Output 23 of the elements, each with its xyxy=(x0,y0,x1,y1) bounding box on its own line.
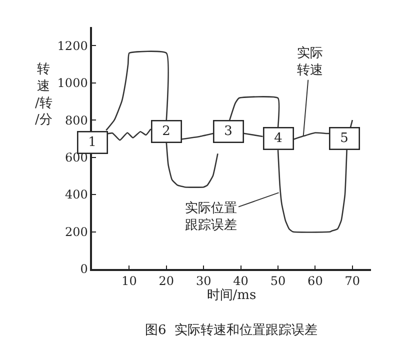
text: 图6 实际转速和位置跟踪误差 xyxy=(145,323,318,338)
annotation: 1 xyxy=(88,134,96,150)
annotation: 2 xyxy=(162,124,170,139)
x-tick-label: 60 xyxy=(308,274,323,288)
x-tick-label: 40 xyxy=(233,274,248,288)
y-tick-label: 400 xyxy=(64,188,88,202)
x-tick-label: 70 xyxy=(344,274,360,288)
y-tick-label: 1200 xyxy=(57,38,88,53)
y-tick-label: 200 xyxy=(64,224,88,239)
x-tick-label: 10 xyxy=(122,274,137,288)
y-tick-label: 0 xyxy=(80,262,88,276)
text: 实际转速 xyxy=(297,46,323,78)
y-tick-label: 1000 xyxy=(57,76,88,90)
y-tick-label: 800 xyxy=(64,113,88,128)
x-tick-label: 30 xyxy=(196,274,212,288)
series-label: 实际位置跟踪误差 xyxy=(185,201,237,233)
annotation: 5 xyxy=(340,130,348,146)
x-axis-title: 时间/ms xyxy=(206,288,256,304)
annotation: 4 xyxy=(274,130,282,146)
x-tick-label: 50 xyxy=(270,274,286,288)
x-tick-label: 20 xyxy=(158,274,174,288)
annotation: 3 xyxy=(224,124,232,139)
y-axis-title: 转速/转/分 xyxy=(35,62,52,128)
